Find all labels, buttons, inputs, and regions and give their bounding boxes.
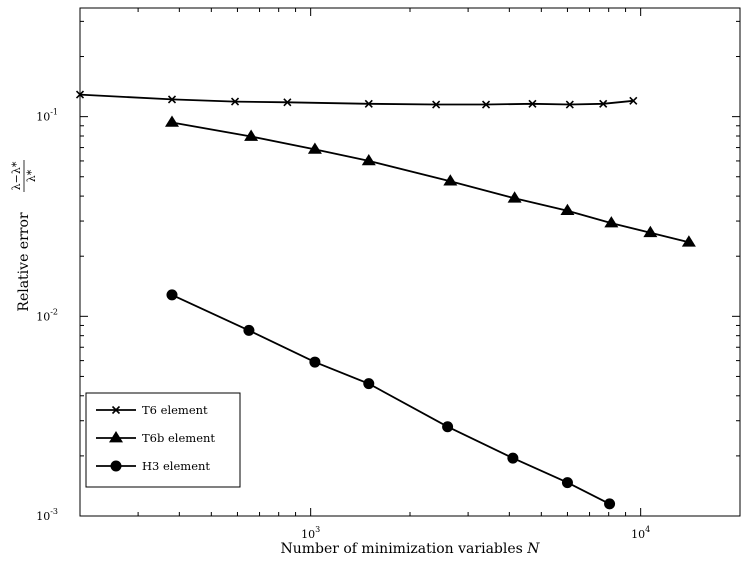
data-point bbox=[75, 90, 85, 99]
legend-entry: T6b element bbox=[96, 431, 215, 445]
data-point bbox=[561, 477, 573, 489]
legend-label: T6 element bbox=[142, 403, 208, 417]
x-axis-title: Number of minimization variables N bbox=[280, 541, 540, 557]
data-point bbox=[507, 191, 522, 203]
legend-label: H3 element bbox=[142, 459, 210, 473]
ylabel-denominator: λ* bbox=[25, 169, 38, 182]
data-point bbox=[442, 421, 454, 433]
data-point bbox=[507, 452, 519, 464]
data-point bbox=[307, 142, 322, 154]
data-point bbox=[565, 100, 574, 109]
svg-text:Relative error: Relative error bbox=[16, 212, 32, 311]
legend-entry: T6 element bbox=[96, 403, 208, 417]
ylabel-numerator: λ−λ* bbox=[10, 161, 23, 190]
series-circle bbox=[166, 289, 616, 510]
x-tick-label: 103 bbox=[301, 525, 320, 541]
data-point bbox=[643, 225, 658, 238]
legend: T6 element T6b element H3 element bbox=[85, 392, 241, 488]
y-axis-title: Relative error λ−λ* λ* bbox=[10, 160, 38, 312]
data-point bbox=[167, 95, 177, 104]
axis-ticks: 103 104 10-3 10-2 10-1 bbox=[36, 8, 741, 541]
data-point bbox=[363, 378, 375, 390]
y-tick-label: 10-3 bbox=[36, 507, 58, 523]
series-line bbox=[171, 294, 611, 505]
data-point bbox=[629, 96, 638, 105]
legend-marker bbox=[110, 460, 122, 472]
y-tick-label: 10-2 bbox=[36, 307, 58, 323]
series-triangle bbox=[164, 115, 696, 247]
data-point bbox=[604, 216, 619, 228]
data-point bbox=[361, 153, 376, 166]
data-point bbox=[243, 324, 255, 336]
data-point bbox=[166, 289, 178, 301]
data-point bbox=[283, 98, 292, 107]
data-point bbox=[528, 99, 537, 108]
series-layer bbox=[75, 90, 696, 510]
data-point bbox=[481, 100, 491, 109]
data-point bbox=[432, 100, 441, 109]
data-point bbox=[681, 235, 696, 247]
legend-marker bbox=[109, 431, 123, 443]
xlabel-text: Number of minimization variables bbox=[280, 541, 527, 557]
data-point bbox=[364, 99, 373, 108]
data-point bbox=[164, 115, 179, 127]
data-point bbox=[309, 356, 321, 368]
data-point bbox=[244, 129, 259, 141]
legend-entry: H3 element bbox=[96, 459, 210, 473]
series-x bbox=[75, 90, 638, 109]
data-point bbox=[560, 203, 575, 216]
ylabel-text: Relative error bbox=[16, 212, 32, 311]
x-tick-label: 104 bbox=[631, 525, 650, 541]
data-point bbox=[599, 99, 608, 108]
data-point bbox=[443, 174, 458, 186]
data-point bbox=[230, 97, 240, 106]
legend-label: T6b element bbox=[142, 431, 215, 445]
series-line bbox=[171, 121, 690, 244]
y-tick-label: 10-1 bbox=[36, 108, 58, 124]
xlabel-var: N bbox=[526, 541, 540, 557]
data-point bbox=[604, 498, 616, 510]
legend-marker bbox=[111, 405, 121, 415]
